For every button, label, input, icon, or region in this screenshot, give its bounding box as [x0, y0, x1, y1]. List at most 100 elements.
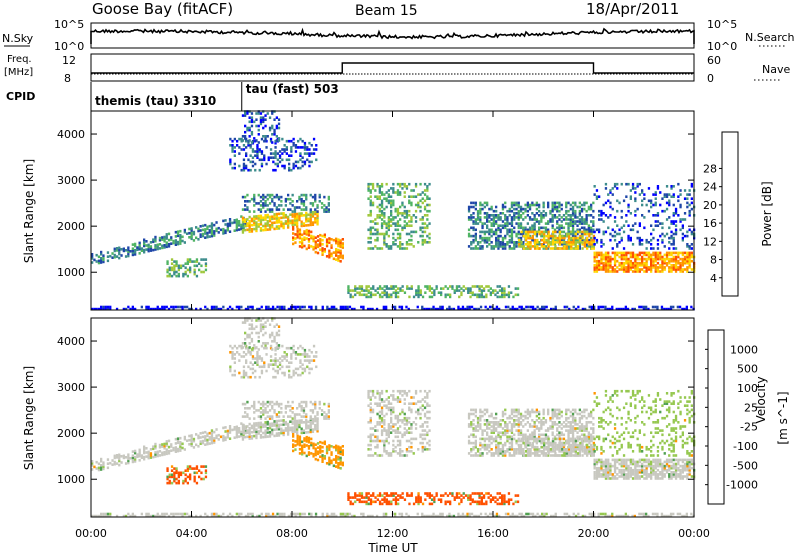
velocity-cell — [206, 433, 208, 436]
power-cell — [170, 306, 172, 309]
velocity-cell — [328, 403, 330, 406]
power-cell — [390, 285, 392, 288]
power-cell — [594, 193, 596, 196]
power-cell — [488, 243, 490, 246]
power-cell — [314, 217, 316, 220]
velocity-cell — [260, 323, 262, 326]
power-cell — [267, 204, 269, 207]
velocity-cell — [195, 433, 197, 436]
power-cell — [532, 306, 534, 309]
velocity-cell — [370, 494, 372, 497]
velocity-cell — [390, 394, 392, 397]
velocity-cell — [419, 400, 421, 403]
power-cell — [392, 237, 394, 240]
power-cell — [609, 189, 611, 192]
velocity-cell — [352, 496, 354, 499]
power-cell — [659, 235, 661, 238]
power-cell — [426, 204, 428, 207]
power-cell — [518, 222, 520, 225]
power-cell — [657, 224, 659, 227]
power-cell — [537, 306, 539, 309]
velocity-cell — [303, 437, 305, 440]
velocity-cell — [280, 428, 282, 431]
velocity-cell — [278, 330, 280, 333]
power-cell — [659, 191, 661, 194]
power-cell — [625, 252, 627, 255]
power-cell — [419, 193, 421, 196]
power-cell — [618, 241, 620, 244]
power-cell — [405, 306, 407, 309]
power-cell — [254, 169, 256, 172]
velocity-cell — [252, 355, 254, 358]
power-cell — [511, 210, 513, 213]
power-cell — [448, 306, 450, 309]
power-cell — [413, 245, 415, 248]
power-cell — [436, 285, 438, 288]
power-cell — [428, 210, 430, 213]
velocity-cell — [314, 415, 316, 418]
power-cell — [274, 163, 276, 166]
power-cell — [525, 247, 527, 250]
power-cell — [278, 137, 280, 140]
velocity-cell — [250, 351, 252, 354]
power-cell — [406, 210, 408, 213]
velocity-cell — [260, 403, 262, 406]
power-cell — [234, 167, 236, 170]
power-cell — [614, 252, 616, 255]
power-cell — [296, 206, 298, 209]
power-cell — [197, 238, 199, 241]
velocity-cell — [422, 446, 424, 449]
power-cell — [390, 245, 392, 248]
power-cell — [107, 251, 109, 254]
power-cell — [614, 216, 616, 219]
power-cell — [586, 214, 588, 217]
velocity-cell — [393, 498, 395, 501]
velocity-cell — [374, 440, 376, 443]
power-cell — [661, 239, 663, 242]
power-cell — [313, 152, 315, 155]
power-cell — [440, 291, 442, 294]
velocity-cell — [381, 390, 383, 393]
velocity-cell — [244, 403, 246, 406]
velocity-cell — [488, 492, 490, 495]
power-cell — [472, 235, 474, 238]
power-cell — [648, 200, 650, 203]
velocity-cell — [476, 492, 478, 495]
velocity-cell — [267, 405, 269, 408]
power-cell — [335, 238, 337, 241]
power-cell — [245, 152, 247, 155]
velocity-cell — [299, 448, 301, 451]
power-cell — [566, 241, 568, 244]
power-cell — [520, 214, 522, 217]
power-cell — [379, 208, 381, 211]
power-cell — [288, 140, 290, 143]
power-cell — [191, 260, 193, 263]
power-cell — [250, 154, 252, 157]
power-cell — [509, 245, 511, 248]
power-cell — [410, 231, 412, 234]
power-cell — [476, 294, 478, 297]
velocity-cell — [193, 438, 195, 441]
velocity-cell — [171, 465, 173, 468]
power-cell — [359, 291, 361, 294]
power-cell — [428, 204, 430, 207]
power-cell — [666, 202, 668, 205]
power-cell — [111, 252, 113, 255]
power-cell — [356, 287, 358, 290]
power-cell — [100, 306, 102, 309]
power-cell — [439, 306, 441, 309]
power-cell — [691, 208, 693, 211]
power-cell — [479, 202, 481, 205]
power-cell — [417, 306, 419, 309]
velocity-cell — [295, 368, 297, 371]
power-cell — [630, 189, 632, 192]
power-cell — [384, 285, 386, 288]
power-cell — [682, 224, 684, 227]
power-cell — [287, 194, 289, 197]
power-cell — [381, 233, 383, 236]
velocity-cell — [253, 411, 255, 414]
velocity-cell — [261, 366, 263, 369]
velocity-cell — [271, 332, 273, 335]
power-cell — [505, 306, 507, 309]
